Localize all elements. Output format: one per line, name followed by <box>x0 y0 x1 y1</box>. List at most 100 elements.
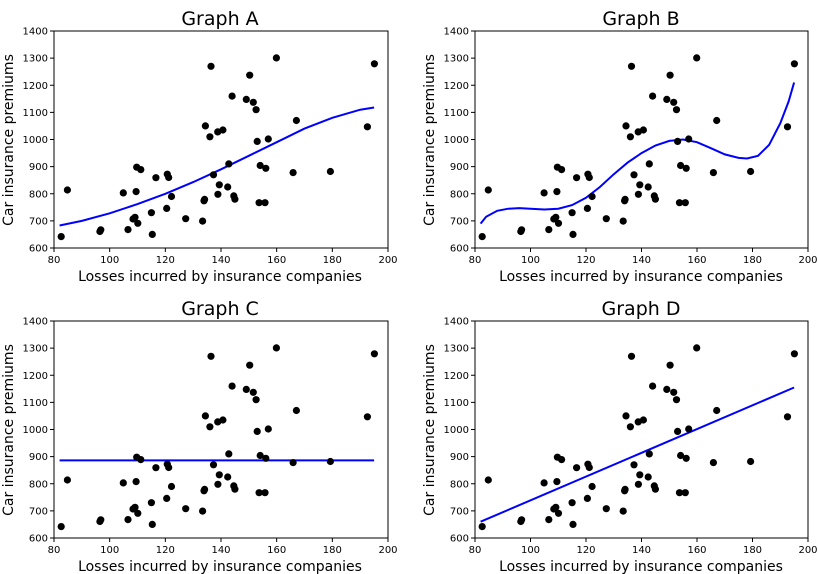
axes-frame <box>53 320 389 539</box>
data-point <box>674 137 682 145</box>
y-tick-label: 1000 <box>444 425 469 436</box>
y-tick-label: 900 <box>450 452 469 463</box>
x-axis-label: Losses incurred by insurance companies <box>78 559 362 574</box>
plot-area: 80 100 120 140 160 180 200 600 700 800 900 1000 1100… <box>23 27 398 267</box>
data-point <box>484 186 492 194</box>
data-point <box>201 412 209 420</box>
data-point <box>478 523 486 531</box>
data-point <box>214 480 222 488</box>
data-point <box>682 454 690 462</box>
data-point <box>626 423 635 431</box>
data-point <box>545 226 553 234</box>
fit-line <box>480 386 795 523</box>
y-tick-label: 1400 <box>23 317 48 328</box>
x-tick-label: 120 <box>576 255 595 266</box>
data-point <box>602 215 610 223</box>
data-point <box>627 352 636 360</box>
data-point <box>681 489 689 497</box>
panel-graph-c: Graph C Losses incurred by insurance com… <box>1 298 398 574</box>
data-point <box>199 507 207 515</box>
x-tick-label: 80 <box>48 255 61 266</box>
y-tick-label: 1300 <box>23 344 48 355</box>
y-tick-label: 1200 <box>444 81 469 92</box>
data-point <box>545 516 553 524</box>
fit-line <box>479 82 796 225</box>
y-tick-label: 1100 <box>444 108 469 119</box>
data-point <box>63 476 71 484</box>
data-point <box>97 516 105 524</box>
y-tick-label: 800 <box>29 189 48 200</box>
data-point <box>685 135 693 143</box>
data-point <box>165 173 173 182</box>
data-point <box>645 160 653 168</box>
data-point <box>639 126 648 134</box>
y-tick-label: 800 <box>450 479 469 490</box>
chart-title: Graph C <box>181 298 259 320</box>
data-point <box>131 213 139 221</box>
data-point <box>119 189 127 197</box>
data-point <box>585 173 593 182</box>
data-point <box>651 195 660 203</box>
data-point <box>97 226 105 234</box>
data-point <box>602 505 610 513</box>
x-tick-label: 180 <box>743 255 762 266</box>
data-point <box>622 122 630 130</box>
data-point <box>262 454 270 462</box>
data-point <box>621 485 629 493</box>
data-point <box>636 471 644 479</box>
data-point <box>713 116 721 125</box>
data-point <box>363 123 371 131</box>
x-tick-label: 180 <box>323 545 342 556</box>
data-point <box>666 71 674 79</box>
data-point <box>747 167 755 176</box>
y-axis-label: Car insurance premiums <box>1 344 17 516</box>
x-tick-label: 200 <box>798 255 817 266</box>
y-axis-label: Car insurance premiums <box>422 344 438 516</box>
data-point <box>242 385 250 393</box>
x-axis-label: Losses incurred by insurance companies <box>499 559 783 574</box>
data-point <box>201 195 209 203</box>
y-tick-label: 600 <box>29 534 48 545</box>
data-point <box>677 161 685 170</box>
data-point <box>645 450 653 458</box>
data-point <box>256 161 264 170</box>
data-point <box>554 219 563 227</box>
data-point <box>292 116 300 125</box>
y-tick-label: 1000 <box>23 425 48 436</box>
data-point <box>148 520 156 529</box>
data-point <box>134 509 142 517</box>
data-point <box>573 464 581 472</box>
data-point <box>585 463 593 472</box>
data-point <box>540 479 548 487</box>
y-tick-label: 700 <box>450 216 469 227</box>
chart-title: Graph B <box>602 8 679 30</box>
data-point <box>225 450 233 458</box>
x-tick-label: 120 <box>576 545 595 556</box>
data-point <box>568 209 576 217</box>
y-axis-label: Car insurance premiums <box>422 54 438 226</box>
data-point <box>553 478 561 486</box>
plot-area: 80 100 120 140 160 180 200 600 700 800 900 1000 1100… <box>23 317 398 557</box>
data-point <box>619 507 627 515</box>
y-axis-label: Car insurance premiums <box>1 54 17 226</box>
y-tick-label: 1200 <box>23 371 48 382</box>
data-point <box>119 479 127 487</box>
data-point <box>663 95 671 103</box>
data-point <box>231 485 239 493</box>
data-point <box>264 425 272 433</box>
data-point <box>215 181 223 189</box>
data-point <box>224 473 232 481</box>
x-tick-label: 180 <box>323 255 342 266</box>
data-point <box>634 480 643 488</box>
data-point <box>675 489 684 497</box>
x-tick-label: 140 <box>632 545 651 556</box>
y-tick-label: 1200 <box>444 371 469 382</box>
data-point <box>790 350 799 358</box>
y-tick-label: 1100 <box>23 398 48 409</box>
data-point <box>558 166 566 174</box>
data-point <box>255 199 263 207</box>
data-point <box>693 344 701 352</box>
data-point <box>644 473 652 481</box>
y-tick-label: 1300 <box>444 344 469 355</box>
